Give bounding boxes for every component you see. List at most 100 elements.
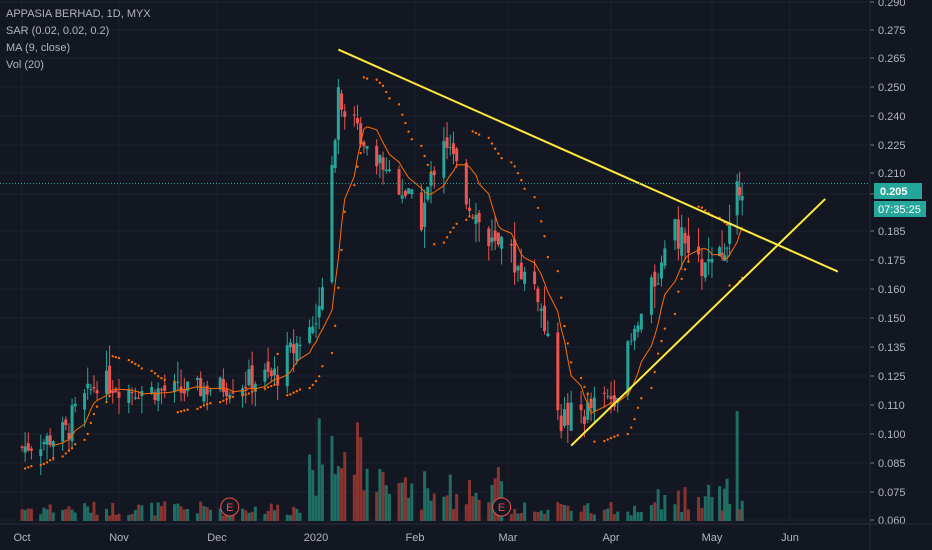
trendline[interactable] [570,198,826,447]
sar-dot [680,277,683,281]
sar-dot [520,178,523,182]
candle-body [159,389,163,391]
legend-vol[interactable]: Vol (20) [6,59,44,71]
legend-symbol[interactable]: APPASIA BERHAD, 1D, MYX [6,8,151,20]
candle-body [566,402,570,426]
volume-bar [738,509,742,521]
volume-bar [720,510,724,521]
volume-bar [343,452,347,521]
candle-body [423,202,427,227]
candle-body [519,262,523,280]
candle-body [247,369,251,386]
volume-bar [490,485,494,521]
sar-dot [613,435,616,438]
volume-bar [445,495,449,521]
sar-dot [173,380,176,383]
sar-dot [196,407,199,411]
volume-bar [448,474,452,521]
volume-bar [423,471,427,521]
legend-ma[interactable]: MA (9, close) [6,42,71,54]
candle-body [579,404,583,411]
volume-bar [487,502,491,521]
sar-dot [559,296,563,299]
volume-bar [582,505,586,521]
sar-dot [401,113,404,116]
volume-bar [26,508,30,521]
x-tick-label: 2020 [304,532,328,544]
y-tick-label: 0.135 [878,342,906,354]
candle-body [137,397,141,399]
legend-sar[interactable]: SAR (0.02, 0.02, 0.2) [6,25,110,37]
sar-dot [375,78,378,81]
volume-bar [104,508,108,521]
candle-body [378,155,382,164]
candle-body [359,123,363,145]
sar-dot [445,236,449,239]
candle-body [208,390,212,392]
candle-body [703,262,707,278]
candle-body [266,361,270,372]
sar-dot [209,401,212,405]
candle-body [51,441,55,447]
trendline[interactable] [337,48,839,273]
sar-dot [48,459,52,462]
volume-bar [728,504,732,521]
volume-bar [602,509,606,521]
sar-dot [465,218,468,222]
candle-body [653,271,657,287]
candle-body [639,313,643,330]
sar-dot [660,339,663,343]
volume-bar [89,512,93,521]
earnings-marker[interactable] [492,497,512,517]
price-tag: 0.205 [874,183,922,199]
candle-body [263,369,267,382]
candle-body [464,162,468,205]
y-tick-label: 0.160 [878,284,906,296]
candle-body [61,422,65,442]
candle-body [276,374,280,386]
sar-dot [111,355,114,358]
sar-dot [589,398,593,401]
sar-dot [556,269,560,273]
candle-body [468,207,472,211]
sar-dot [92,412,96,416]
candle-body [723,255,727,261]
sar-dot [471,130,474,133]
volume-bar [140,505,144,521]
volume-bar [272,510,276,521]
sar-dot [653,370,656,374]
sar-dot [388,97,391,100]
volume-bar [397,482,401,521]
sar-dot [292,391,295,394]
candle-body [117,391,121,398]
sar-dot [700,206,704,209]
sar-dot [160,376,163,380]
volume-bar [656,489,660,521]
volume-bar [606,508,610,521]
sar-dot [516,171,520,175]
sar-dot [640,397,643,400]
volume-bar [533,511,537,521]
candle-body [292,344,296,354]
volume-bar [649,505,653,521]
sar-dot [423,154,426,158]
candle-body [592,397,596,412]
earnings-marker[interactable] [220,497,240,517]
sar-dot [183,409,186,412]
candle-body [407,188,411,194]
sar-dot [500,156,503,160]
volume-bar [285,514,289,521]
sar-dot [321,365,324,368]
sar-dot [105,400,108,404]
sar-dots [23,76,744,470]
volume-bar [673,504,677,521]
sar-dot [493,147,497,150]
candle-body [602,392,606,394]
sar-dot [64,452,68,455]
volume-bar [288,515,292,521]
volume-bar [298,512,302,521]
candle-body [629,340,633,342]
sar-dot [114,356,118,359]
candle-body [288,342,292,348]
